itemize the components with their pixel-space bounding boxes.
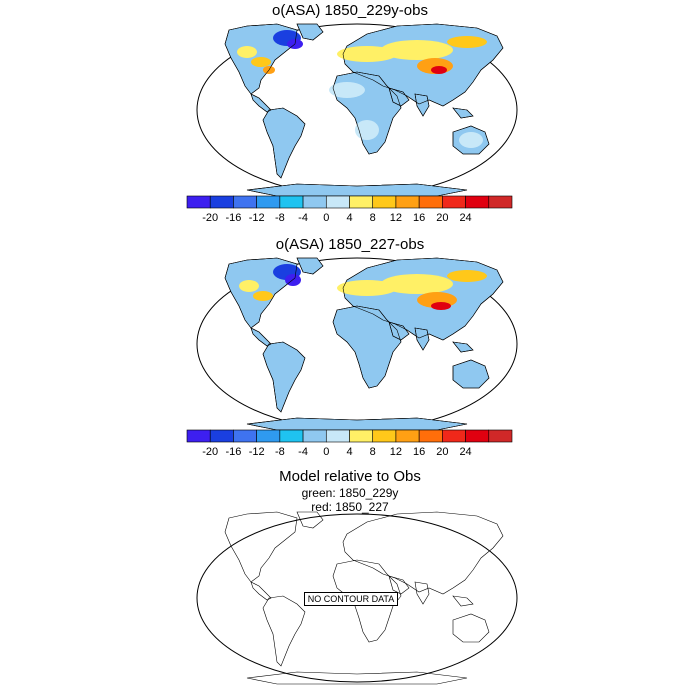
colorbar-tick-label: -8 (275, 446, 285, 458)
colorbar-swatch (442, 429, 466, 443)
colorbar-tick-label: -20 (202, 446, 218, 458)
bottom-legend-green: green: 1850_229y (301, 486, 399, 500)
colorbar-tick-label: 4 (346, 446, 352, 458)
colorbar-tick-label: -16 (225, 446, 241, 458)
no-contour-data-label: NO CONTOUR DATA (304, 592, 398, 606)
colorbar-tick-label: 0 (323, 446, 329, 458)
colorbar-tick-label: -4 (298, 212, 308, 224)
colorbar-tick-label: -16 (225, 212, 241, 224)
colorbar-swatch (256, 195, 281, 209)
colorbar-swatch (349, 429, 374, 443)
colorbar-swatch (465, 195, 490, 209)
colorbar-tick-label: -12 (249, 446, 265, 458)
colorbar-swatch (395, 429, 420, 443)
colorbar-swatch (233, 195, 257, 209)
colorbar-2: -20 -16 -12 -8 -4 0 4 8 12 16 20 24 (186, 429, 513, 458)
colorbar-swatch (442, 195, 466, 209)
colorbar-swatch (488, 429, 513, 443)
colorbar-swatch (372, 195, 397, 209)
colorbar-swatch (279, 195, 304, 209)
colorbar-swatch (209, 195, 234, 209)
colorbar-tick-label: 16 (413, 212, 425, 224)
colorbar-swatch (325, 429, 350, 443)
colorbar-tick-label: 4 (346, 212, 352, 224)
colorbar-tick-label: -12 (249, 212, 265, 224)
colorbar-tick-label: 8 (370, 446, 376, 458)
colorbar-tick-label: 0 (323, 212, 329, 224)
colorbar-swatch (279, 429, 304, 443)
colorbar-tick-label: 12 (390, 446, 402, 458)
colorbar-swatch (465, 429, 490, 443)
colorbar-tick-label: 20 (436, 212, 448, 224)
map-1-anomalies (237, 30, 487, 148)
map-panel-2 (196, 257, 518, 431)
colorbar-1: -20 -16 -12 -8 -4 0 4 8 12 16 20 24 (186, 195, 513, 224)
colorbar-tick-label: 24 (459, 446, 471, 458)
colorbar-tick-label: 24 (459, 212, 471, 224)
colorbar-swatch (395, 195, 420, 209)
map-2-anomalies (239, 264, 487, 310)
colorbar-tick-label: -20 (202, 212, 218, 224)
panel1-title: o(ASA) 1850_229y-obs (272, 2, 428, 19)
colorbar-tick-label: 20 (436, 446, 448, 458)
colorbar-swatch (186, 429, 211, 443)
panel2-title: o(ASA) 1850_227-obs (275, 236, 425, 253)
map-panel-1 (196, 23, 518, 197)
bottom-legend-red: red: 1850_227 (311, 500, 389, 514)
colorbar-swatch (302, 195, 327, 209)
colorbar-swatch (302, 429, 327, 443)
colorbar-tick-label: 16 (413, 446, 425, 458)
colorbar-tick-label: 8 (370, 212, 376, 224)
colorbar-swatch (418, 429, 443, 443)
colorbar-swatch (186, 195, 211, 209)
bottom-title: Model relative to Obs (279, 468, 421, 485)
colorbar-swatch (325, 195, 350, 209)
colorbar-swatch (209, 429, 234, 443)
colorbar-tick-label: 12 (390, 212, 402, 224)
colorbar-swatch (349, 195, 374, 209)
colorbar-swatch (372, 429, 397, 443)
colorbar-swatch (488, 195, 513, 209)
colorbar-tick-label: -4 (298, 446, 308, 458)
colorbar-swatch (418, 195, 443, 209)
colorbar-tick-label: -8 (275, 212, 285, 224)
colorbar-swatch (233, 429, 257, 443)
colorbar-swatch (256, 429, 281, 443)
